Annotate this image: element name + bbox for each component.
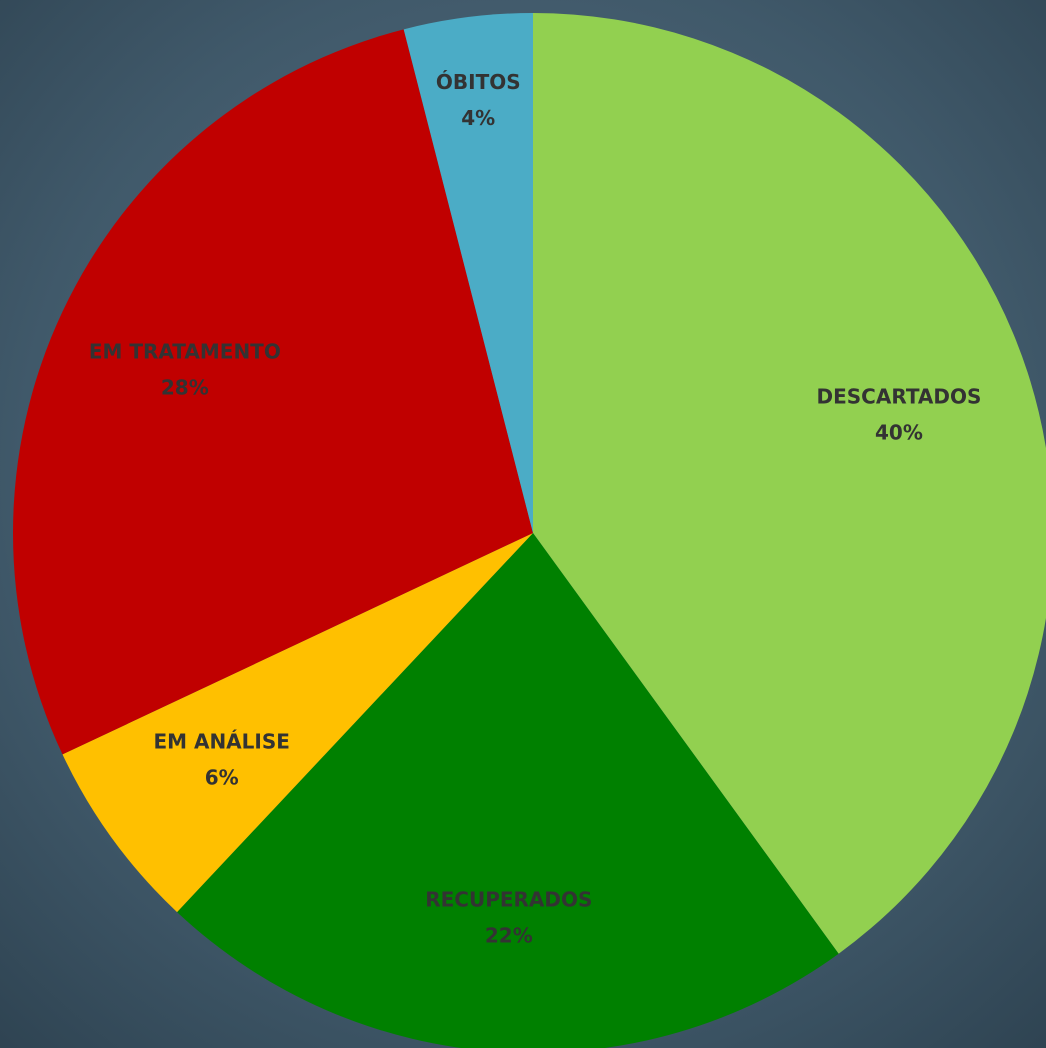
slice-category-label: RECUPERADOS — [425, 888, 592, 912]
slice-value-label: 4% — [461, 106, 495, 130]
slice-value-label: 28% — [161, 376, 209, 400]
slice-category-label: DESCARTADOS — [817, 385, 982, 409]
slice-value-label: 6% — [205, 766, 239, 790]
slice-value-label: 22% — [485, 924, 533, 948]
page: {"chart_data": {"type": "pie", "categori… — [0, 0, 1046, 1048]
chart: DESCARTADOS 40% RECUPERADOS 22% EM ANÁLISE 6%… — [0, 0, 1046, 1048]
slice-category-label: EM TRATAMENTO — [89, 340, 281, 364]
slice-value-label: 40% — [875, 421, 923, 445]
slice-category-label: EM ANÁLISE — [153, 730, 289, 754]
slice-category-label: ÓBITOS — [436, 70, 521, 94]
